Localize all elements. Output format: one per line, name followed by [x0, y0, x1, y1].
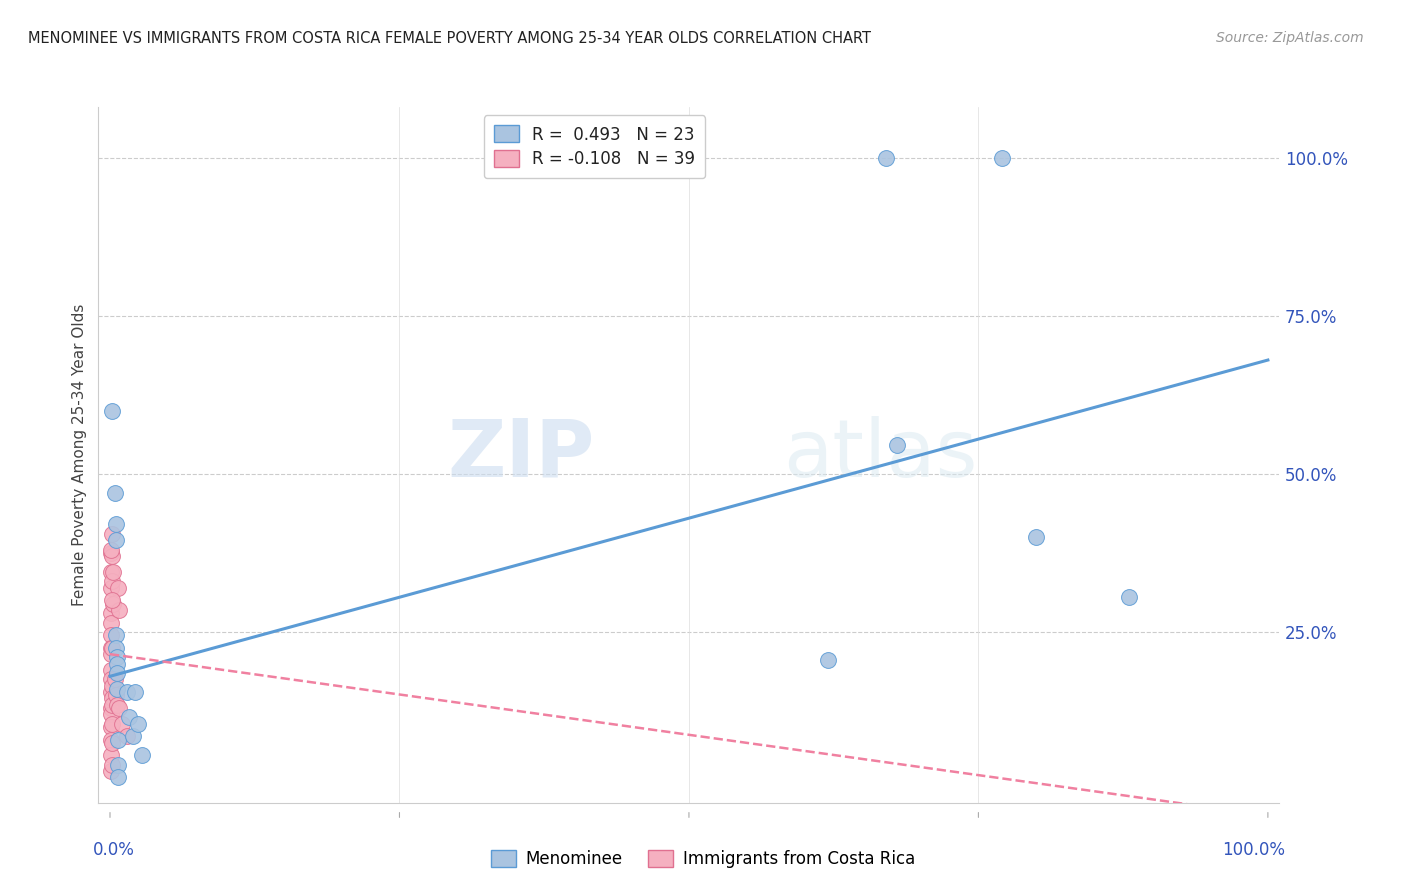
Point	[100, 663, 122, 677]
Legend: R =  0.493   N = 23, R = -0.108   N = 39: R = 0.493 N = 23, R = -0.108 N = 39	[484, 115, 706, 178]
Point	[108, 603, 131, 617]
Point	[990, 151, 1012, 165]
Point	[104, 486, 127, 500]
Point	[100, 615, 122, 630]
Point	[103, 565, 125, 579]
Point	[107, 581, 129, 595]
Text: 0.0%: 0.0%	[93, 841, 135, 859]
Point	[101, 549, 124, 563]
Point	[105, 650, 128, 665]
Point	[100, 732, 122, 747]
Point	[101, 736, 124, 750]
Point	[100, 581, 122, 595]
Point	[100, 542, 122, 557]
Point	[1025, 530, 1047, 544]
Legend: Menominee, Immigrants from Costa Rica: Menominee, Immigrants from Costa Rica	[484, 843, 922, 875]
Point	[101, 640, 124, 655]
Point	[122, 730, 145, 744]
Text: 100.0%: 100.0%	[1222, 841, 1285, 859]
Point	[875, 151, 897, 165]
Point	[101, 691, 124, 706]
Point	[1118, 591, 1140, 605]
Text: atlas: atlas	[783, 416, 977, 494]
Point	[127, 716, 149, 731]
Point	[101, 698, 124, 712]
Point	[104, 628, 127, 642]
Point	[100, 565, 122, 579]
Point	[107, 771, 129, 785]
Point	[105, 657, 128, 671]
Point	[100, 647, 122, 661]
Point	[101, 757, 124, 772]
Point	[104, 673, 127, 687]
Text: Source: ZipAtlas.com: Source: ZipAtlas.com	[1216, 31, 1364, 45]
Point	[103, 597, 125, 611]
Point	[100, 720, 122, 734]
Point	[101, 716, 124, 731]
Point	[104, 517, 127, 532]
Point	[100, 707, 122, 722]
Point	[104, 533, 127, 548]
Point	[117, 685, 139, 699]
Point	[104, 688, 127, 702]
Point	[100, 764, 122, 779]
Point	[101, 527, 124, 541]
Point	[131, 748, 153, 763]
Point	[100, 673, 122, 687]
Point	[105, 666, 128, 681]
Point	[100, 546, 122, 560]
Point	[817, 653, 839, 667]
Point	[100, 640, 122, 655]
Point	[100, 748, 122, 763]
Point	[100, 628, 122, 642]
Point	[101, 403, 124, 417]
Point	[100, 701, 122, 715]
Point	[107, 757, 129, 772]
Point	[117, 710, 139, 724]
Point	[100, 606, 122, 620]
Point	[105, 681, 128, 696]
Point	[124, 685, 146, 699]
Y-axis label: Female Poverty Among 25-34 Year Olds: Female Poverty Among 25-34 Year Olds	[72, 304, 87, 606]
Point	[107, 732, 129, 747]
Point	[117, 730, 139, 744]
Point	[108, 701, 131, 715]
Point	[101, 593, 124, 607]
Point	[886, 438, 908, 452]
Point	[104, 640, 127, 655]
Text: ZIP: ZIP	[447, 416, 595, 494]
Point	[105, 698, 128, 712]
Point	[101, 574, 124, 589]
Point	[101, 679, 124, 693]
Point	[100, 685, 122, 699]
Point	[110, 716, 132, 731]
Text: MENOMINEE VS IMMIGRANTS FROM COSTA RICA FEMALE POVERTY AMONG 25-34 YEAR OLDS COR: MENOMINEE VS IMMIGRANTS FROM COSTA RICA …	[28, 31, 872, 46]
